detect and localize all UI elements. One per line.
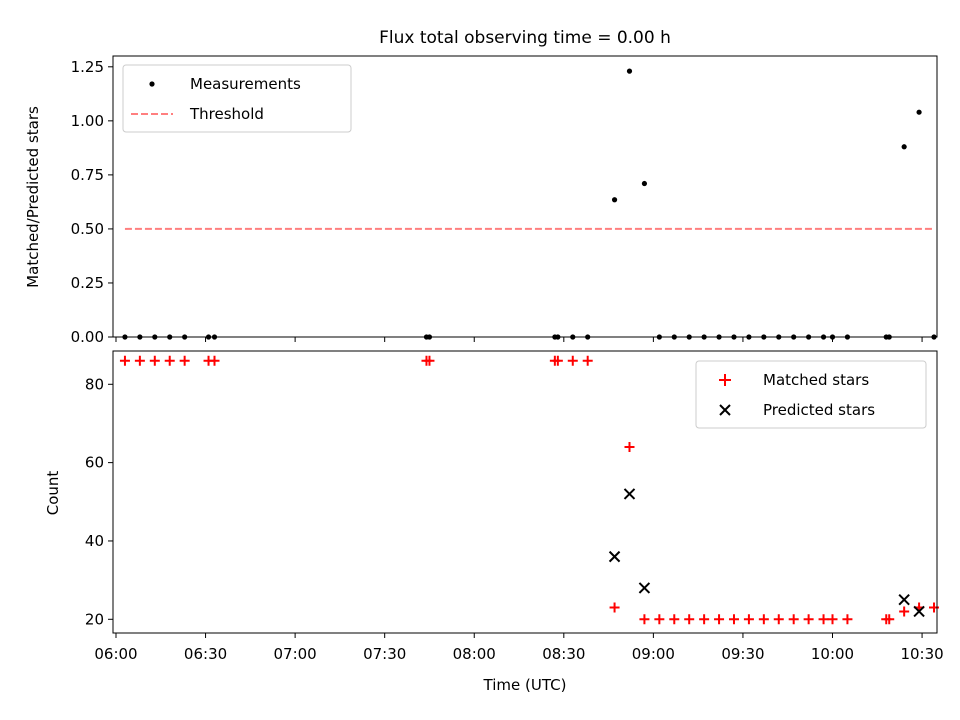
measurement-point (916, 109, 922, 115)
x-tick-label: 06:30 (184, 645, 227, 663)
matched-star-point (119, 355, 130, 366)
matched-star-point (714, 614, 725, 625)
matched-star-point (624, 441, 635, 452)
bottom-panel: 20 40 60 80 06:00 06:30 07:00 07:30 08:00 08:30 09… (44, 350, 944, 694)
legend-label-threshold: Threshold (189, 105, 264, 123)
matched-star-point (699, 614, 710, 625)
predicted-star-point (913, 605, 925, 618)
matched-star-point (684, 614, 695, 625)
legend-marker-matched (719, 374, 731, 386)
legend-label-matched: Matched stars (763, 371, 869, 389)
matched-star-point (884, 614, 895, 625)
bottom-y-axis-label: Count (44, 471, 62, 516)
top-y-tick-label: 1.00 (71, 112, 104, 130)
top-y-axis-label: Matched/Predicted stars (24, 106, 42, 288)
matched-star-point (567, 355, 578, 366)
bottom-y-tick-label: 80 (85, 375, 104, 393)
matched-star-point (179, 355, 190, 366)
matched-star-point (164, 355, 175, 366)
top-y-tick-label: 0.50 (71, 220, 104, 238)
x-tick-label: 07:30 (363, 645, 406, 663)
matched-star-point (209, 355, 220, 366)
matched-star-point (669, 614, 680, 625)
top-axes: 0.00 0.25 0.50 0.75 1.00 1.25 (71, 58, 923, 346)
x-tick-label: 07:00 (273, 645, 316, 663)
bottom-y-tick-label: 40 (85, 532, 104, 550)
x-tick-label: 10:30 (900, 645, 943, 663)
matched-star-point (827, 614, 838, 625)
x-tick-label: 06:00 (94, 645, 137, 663)
legend-marker-predicted (719, 404, 731, 416)
matched-star-point (424, 355, 435, 366)
predicted-star-point (638, 582, 651, 594)
top-frame (112, 55, 938, 338)
matched-star-point (773, 614, 784, 625)
legend-marker-measurements (149, 81, 155, 87)
legend-label-predicted: Predicted stars (763, 401, 875, 419)
measurement-point (901, 144, 907, 150)
x-tick-label: 10:00 (811, 645, 854, 663)
legend-label-measurements: Measurements (190, 75, 301, 93)
matched-star-point (639, 614, 650, 625)
top-panel: 0.00 0.25 0.50 0.75 1.00 1.25 Matched/Predict… (24, 55, 938, 346)
matched-star-point (842, 614, 853, 625)
x-tick-label: 09:00 (632, 645, 675, 663)
top-y-tick-label: 1.25 (71, 58, 104, 76)
predicted-star-point (608, 550, 621, 563)
bottom-legend: Matched stars Predicted stars (695, 360, 927, 429)
x-axis-label: Time (UTC) (483, 676, 567, 694)
top-legend-box (122, 64, 352, 133)
matched-star-point (134, 355, 145, 366)
matched-star-point (788, 614, 799, 625)
bottom-legend-box (695, 360, 927, 429)
matched-star-point (552, 355, 563, 366)
matched-star-point (654, 614, 665, 625)
bottom-y-tick-label: 60 (85, 454, 104, 472)
x-tick-label: 08:00 (453, 645, 496, 663)
bottom-y-tick-label: 20 (85, 610, 104, 628)
predicted-star-point (623, 488, 636, 500)
matched-star-point (803, 614, 814, 625)
top-y-tick-label: 0.75 (71, 166, 104, 184)
top-y-tick-label: 0.00 (71, 328, 104, 346)
bottom-axes: 20 40 60 80 06:00 06:30 07:00 07:30 08:00 08:30 09… (85, 375, 944, 663)
matched-star-point (149, 355, 160, 366)
bottom-frame (112, 350, 938, 634)
matched-star-point (758, 614, 769, 625)
x-tick-label: 09:30 (721, 645, 764, 663)
measurement-point (611, 197, 618, 203)
matched-star-point (582, 355, 593, 366)
top-y-tick-label: 0.25 (71, 274, 104, 292)
chart-title: Flux total observing time = 0.00 h (379, 28, 671, 48)
predicted-star-point (898, 594, 910, 606)
x-tick-label: 08:30 (542, 645, 585, 663)
matched-star-point (818, 614, 829, 625)
matched-star-point (743, 614, 754, 625)
bottom-marks (119, 355, 940, 625)
top-legend: Measurements Threshold (122, 64, 352, 133)
matched-star-point (609, 602, 620, 613)
matched-star-point (899, 606, 910, 617)
measurement-point (641, 180, 648, 187)
measurement-point (626, 68, 633, 74)
matched-star-point (728, 614, 739, 625)
